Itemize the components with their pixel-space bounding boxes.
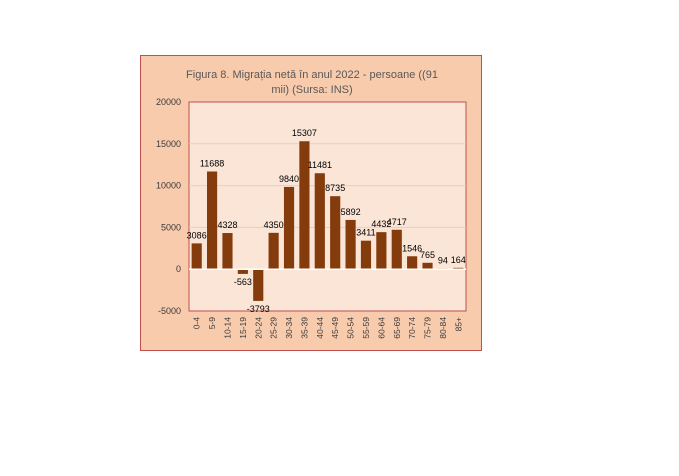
bar [314, 173, 325, 270]
y-tick-label: 15000 [156, 139, 181, 149]
x-tick-label: 50-54 [346, 317, 356, 339]
x-tick-label: 75-79 [423, 317, 433, 339]
chart-frame: -5000 0 5000 10000 15000 20000 0-4 5-9 10-14 15-… [140, 55, 482, 351]
data-label: 765 [420, 250, 435, 260]
data-label: 94 [438, 255, 448, 265]
data-label: 15307 [292, 128, 317, 138]
bar [376, 232, 387, 270]
data-label: 3411 [356, 228, 375, 238]
bar [407, 256, 418, 270]
x-tick-label: 55-59 [361, 317, 371, 339]
x-tick-label: 40-44 [315, 317, 325, 339]
x-tick-label: 0-4 [192, 317, 202, 330]
plot-area [188, 101, 467, 312]
x-tick-label: 45-49 [330, 317, 340, 339]
bar [253, 269, 264, 301]
x-tick-label: 20-24 [253, 317, 263, 339]
bar [360, 240, 372, 270]
data-label: 1546 [402, 243, 422, 253]
x-tick-label: 60-64 [376, 317, 386, 339]
data-label: -3793 [247, 304, 270, 314]
y-tick-label: -5000 [158, 306, 181, 316]
data-label: 3086 [187, 230, 207, 240]
x-tick-label: 25-29 [269, 317, 279, 339]
data-label: 11481 [308, 160, 332, 170]
bar [299, 141, 310, 270]
x-tick-label: 5-9 [207, 317, 217, 330]
data-label: 9840 [279, 174, 299, 184]
bar [391, 229, 402, 270]
bar [283, 186, 295, 270]
x-tick-label: 85+ [453, 317, 463, 331]
data-label: 11688 [200, 158, 224, 168]
data-label: 164 [451, 255, 466, 265]
bar [191, 243, 202, 270]
chart-title-line: mii) (Sursa: INS) [271, 84, 352, 96]
bar [422, 262, 433, 270]
x-tick-label: 70-74 [407, 317, 417, 339]
x-tick-label: 35-39 [299, 317, 309, 339]
y-tick-label: 10000 [156, 181, 181, 191]
bar [222, 233, 233, 270]
x-tick-label: 10-14 [222, 317, 232, 339]
y-tick-label: 20000 [156, 97, 181, 107]
bar-chart: -5000 0 5000 10000 15000 20000 0-4 5-9 10-14 15-… [156, 69, 467, 339]
bar [268, 232, 279, 270]
y-tick-label: 0 [176, 264, 181, 274]
x-tick-label: 65-69 [392, 317, 402, 339]
data-label: 4328 [217, 220, 237, 230]
data-label: 4350 [264, 220, 284, 230]
data-label: 8735 [325, 183, 345, 193]
bar [207, 171, 218, 270]
bar [330, 196, 341, 270]
data-label: -563 [234, 277, 252, 287]
x-tick-label: 80-84 [438, 317, 448, 339]
data-label: 5892 [341, 207, 361, 217]
x-tick-label: 15-19 [238, 317, 248, 339]
data-label: 4432 [371, 219, 391, 229]
chart-title-line: Figura 8. Migrația netă în anul 2022 - p… [186, 69, 438, 81]
data-label: 4717 [387, 217, 407, 227]
bar [237, 269, 248, 274]
x-tick-label: 30-34 [284, 317, 294, 339]
bar [345, 219, 356, 270]
y-tick-label: 5000 [161, 222, 181, 232]
